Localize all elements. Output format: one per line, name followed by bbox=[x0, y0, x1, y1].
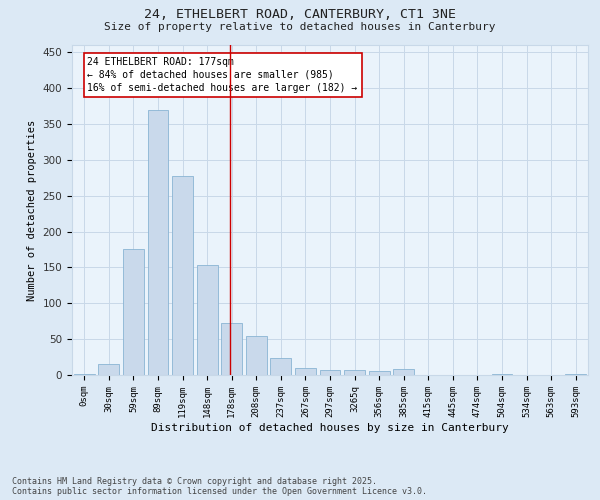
Bar bbox=[98, 364, 119, 375]
X-axis label: Distribution of detached houses by size in Canterbury: Distribution of detached houses by size … bbox=[151, 422, 509, 432]
Text: 24 ETHELBERT ROAD: 177sqm
← 84% of detached houses are smaller (985)
16% of semi: 24 ETHELBERT ROAD: 177sqm ← 84% of detac… bbox=[88, 56, 358, 93]
Text: Size of property relative to detached houses in Canterbury: Size of property relative to detached ho… bbox=[104, 22, 496, 32]
Bar bbox=[246, 336, 267, 375]
Bar bbox=[393, 370, 414, 375]
Text: Contains HM Land Registry data © Crown copyright and database right 2025.
Contai: Contains HM Land Registry data © Crown c… bbox=[12, 476, 427, 496]
Bar bbox=[491, 374, 512, 375]
Bar bbox=[148, 110, 169, 375]
Bar bbox=[74, 374, 95, 375]
Bar bbox=[344, 370, 365, 375]
Bar bbox=[368, 370, 389, 375]
Bar bbox=[320, 370, 340, 375]
Bar bbox=[172, 176, 193, 375]
Bar bbox=[197, 265, 218, 375]
Bar bbox=[123, 248, 144, 375]
Text: 24, ETHELBERT ROAD, CANTERBURY, CT1 3NE: 24, ETHELBERT ROAD, CANTERBURY, CT1 3NE bbox=[144, 8, 456, 20]
Bar bbox=[295, 368, 316, 375]
Y-axis label: Number of detached properties: Number of detached properties bbox=[27, 120, 37, 300]
Bar bbox=[565, 374, 586, 375]
Bar bbox=[271, 358, 292, 375]
Bar bbox=[221, 324, 242, 375]
